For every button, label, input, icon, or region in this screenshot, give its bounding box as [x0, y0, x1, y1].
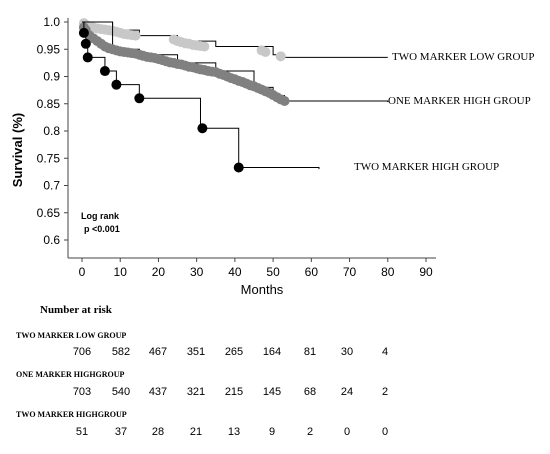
event-marker-two-marker-high	[78, 27, 89, 38]
y-tick-label: 0.8	[43, 124, 60, 138]
risk-count: 145	[262, 386, 282, 398]
risk-count: 21	[189, 426, 203, 438]
logrank-pvalue: p <0.001	[84, 224, 120, 234]
risk-count: 321	[186, 386, 206, 398]
x-tick-label: 90	[419, 265, 433, 279]
risk-count: 81	[303, 346, 317, 358]
x-tick-label: 60	[305, 265, 319, 279]
event-marker-two-marker-high	[197, 123, 208, 134]
y-tick-label: 0.7	[43, 179, 60, 193]
risk-count: 9	[268, 426, 276, 438]
y-axis-title: Survival (%)	[10, 113, 25, 187]
event-marker-two-marker-high	[82, 52, 93, 63]
x-tick-label: 20	[152, 265, 166, 279]
y-tick-label: 0.9	[43, 70, 60, 84]
risk-count: 582	[111, 346, 131, 358]
risk-row-label-two-high: TWO MARKER HIGHGROUP	[16, 410, 127, 419]
risk-table-title: Number at risk	[40, 304, 112, 316]
group-label-two-marker-low: TWO MARKER LOW GROUP	[392, 51, 535, 63]
risk-count: 467	[148, 346, 168, 358]
group-labels: TWO MARKER LOW GROUP ONE MARKER HIGH GROU…	[354, 51, 535, 173]
x-tick-label: 70	[343, 265, 357, 279]
x-tick-label: 30	[190, 265, 204, 279]
logrank-label: Log rank	[81, 211, 120, 221]
risk-count: 351	[186, 346, 206, 358]
risk-count: 68	[303, 386, 317, 398]
risk-count: 2	[306, 426, 314, 438]
risk-count: 215	[224, 386, 244, 398]
x-tick-label: 0	[79, 265, 86, 279]
risk-count: 265	[224, 346, 244, 358]
risk-count: 0	[381, 426, 389, 438]
risk-count: 30	[340, 346, 354, 358]
x-tick-label: 80	[381, 265, 395, 279]
risk-row-label-one-high: ONE MARKER HIGHGROUP	[16, 370, 125, 379]
y-ticks: 1.0 0.95 0.9 0.85 0.8 0.75 0.7 0.65 0.6	[37, 15, 68, 247]
series	[78, 18, 389, 173]
risk-count: 51	[75, 426, 89, 438]
risk-count: 437	[148, 386, 168, 398]
x-tick-label: 10	[114, 265, 128, 279]
event-marker-two-marker-high	[233, 162, 244, 173]
event-marker-two-marker-high	[134, 93, 145, 104]
event-marker-two-marker-low	[260, 46, 271, 57]
axes	[67, 18, 436, 259]
risk-row-label-low: TWO MARKER LOW GROUP	[16, 331, 127, 340]
risk-count: 703	[72, 386, 92, 398]
group-label-one-marker-high: ONE MARKER HIGH GROUP	[388, 95, 531, 107]
x-axis-title: Months	[241, 282, 284, 297]
risk-count: 706	[72, 346, 92, 358]
x-ticks: 0 10 20 30 40 50 60 70 80 90	[79, 258, 433, 279]
x-tick-label: 50	[266, 265, 280, 279]
risk-count: 28	[151, 426, 165, 438]
risk-count: 540	[111, 386, 131, 398]
y-tick-label: 0.85	[37, 97, 61, 111]
risk-count: 24	[340, 386, 354, 398]
event-marker-two-marker-high	[99, 66, 110, 77]
y-tick-label: 0.6	[43, 233, 60, 247]
y-tick-label: 0.95	[37, 42, 61, 56]
survival-chart: 1.0 0.95 0.9 0.85 0.8 0.75 0.7 0.65 0.6 0 10 20 30 4…	[10, 15, 535, 297]
risk-count: 0	[343, 426, 351, 438]
event-marker-two-marker-high	[80, 38, 91, 49]
group-label-two-marker-high: TWO MARKER HIGH GROUP	[354, 161, 499, 173]
event-marker-two-marker-low	[199, 41, 210, 52]
risk-count: 2	[381, 386, 389, 398]
x-tick-label: 40	[228, 265, 242, 279]
event-marker-two-marker-low	[275, 51, 286, 62]
event-marker-two-marker-low	[130, 30, 141, 41]
event-marker-two-marker-high	[111, 79, 122, 90]
y-tick-label: 0.65	[37, 206, 61, 220]
risk-count: 37	[114, 426, 128, 438]
event-marker-one-marker-high	[279, 96, 290, 107]
risk-count: 13	[227, 426, 241, 438]
risk-count: 164	[262, 346, 282, 358]
y-tick-label: 1.0	[43, 15, 60, 29]
y-tick-label: 0.75	[37, 151, 61, 165]
risk-count: 4	[381, 346, 389, 358]
